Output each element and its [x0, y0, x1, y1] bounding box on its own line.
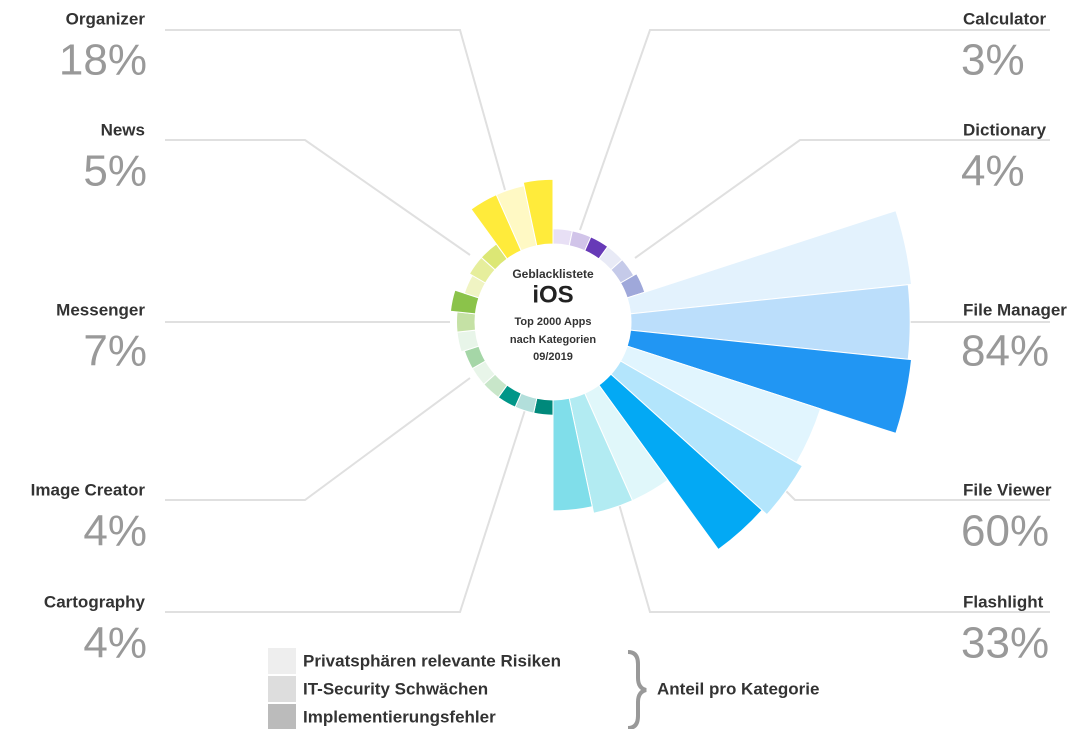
center-text: Geblacklistete	[512, 267, 594, 281]
value-label: 5%	[83, 147, 147, 196]
category-label: Dictionary	[963, 120, 1047, 139]
wedges	[449, 178, 913, 551]
legend-brace	[627, 650, 647, 729]
value-label: 18%	[59, 36, 147, 85]
category-label: Flashlight	[963, 592, 1044, 611]
connector	[614, 489, 1050, 613]
center-disc	[475, 244, 631, 400]
connector	[165, 29, 506, 191]
center-text: Top 2000 Apps	[514, 316, 591, 328]
value-label: 7%	[83, 327, 147, 376]
value-label: 33%	[961, 619, 1049, 668]
legend-swatch	[268, 676, 296, 702]
center-text: 09/2019	[533, 351, 573, 363]
connector	[165, 409, 526, 613]
wedge	[456, 311, 476, 333]
value-label: 4%	[83, 619, 147, 668]
legend-label: Privatsphären relevante Risiken	[303, 651, 561, 670]
value-label: 4%	[83, 507, 147, 556]
connector	[634, 139, 1050, 259]
legend-swatch	[268, 704, 296, 729]
legend-title: Anteil pro Kategorie	[657, 679, 819, 698]
connectors	[165, 29, 1050, 613]
value-label: 4%	[961, 147, 1025, 196]
labels: Calculator 3% Dictionary 4% File Manager 84% F…	[31, 9, 1068, 667]
category-label: Image Creator	[31, 480, 146, 499]
connector	[165, 377, 471, 501]
connector	[165, 139, 471, 256]
category-label: File Manager	[963, 300, 1067, 319]
legend-swatch	[268, 648, 296, 674]
category-label: Messenger	[56, 300, 145, 319]
category-label: Calculator	[963, 9, 1047, 28]
category-label: Cartography	[44, 592, 146, 611]
category-label: Organizer	[66, 9, 146, 28]
legend-label: IT-Security Schwächen	[303, 679, 488, 698]
center-text: nach Kategorien	[510, 334, 596, 346]
category-label: News	[101, 120, 145, 139]
connector	[579, 29, 1050, 231]
value-label: 3%	[961, 36, 1025, 85]
value-label: 84%	[961, 327, 1049, 376]
category-label: File Viewer	[963, 480, 1052, 499]
legend: Privatsphären relevante Risiken IT-Securi…	[268, 648, 561, 729]
legend-label: Implementierungsfehler	[303, 707, 496, 726]
center-text: iOS	[532, 281, 573, 308]
value-label: 60%	[961, 507, 1049, 556]
